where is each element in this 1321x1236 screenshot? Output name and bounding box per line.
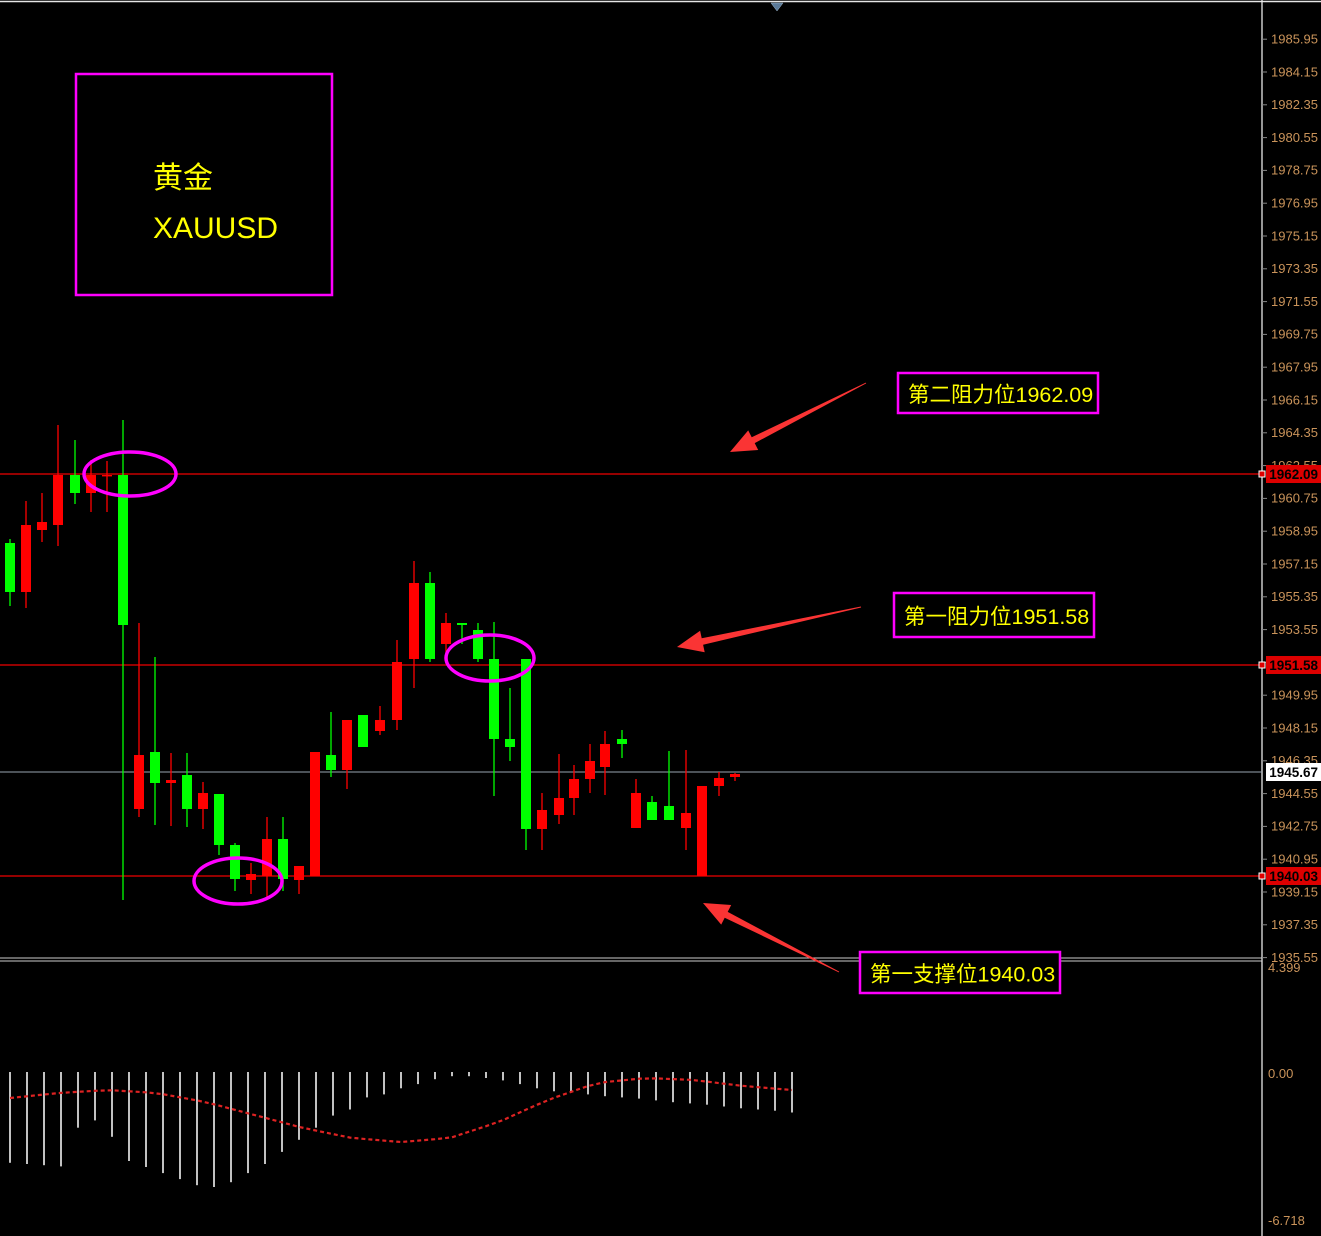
- svg-text:1966.15: 1966.15: [1271, 392, 1318, 407]
- svg-text:第二阻力位1962.09: 第二阻力位1962.09: [908, 383, 1093, 407]
- svg-text:1982.35: 1982.35: [1271, 97, 1318, 112]
- svg-text:1942.75: 1942.75: [1271, 819, 1318, 834]
- svg-text:1937.35: 1937.35: [1271, 917, 1318, 932]
- svg-text:1944.55: 1944.55: [1271, 786, 1318, 801]
- svg-text:1985.95: 1985.95: [1271, 32, 1318, 47]
- svg-text:1948.15: 1948.15: [1271, 720, 1318, 735]
- svg-text:1958.95: 1958.95: [1271, 524, 1318, 539]
- svg-text:1980.55: 1980.55: [1271, 130, 1318, 145]
- svg-text:1957.15: 1957.15: [1271, 556, 1318, 571]
- svg-text:4.399: 4.399: [1268, 960, 1301, 975]
- svg-text:1953.55: 1953.55: [1271, 622, 1318, 637]
- svg-text:1951.58: 1951.58: [1269, 658, 1318, 673]
- svg-text:1964.35: 1964.35: [1271, 425, 1318, 440]
- svg-text:1949.95: 1949.95: [1271, 688, 1318, 703]
- svg-text:1984.15: 1984.15: [1271, 64, 1318, 79]
- svg-text:1955.35: 1955.35: [1271, 589, 1318, 604]
- svg-text:1940.95: 1940.95: [1271, 852, 1318, 867]
- svg-text:1940.03: 1940.03: [1269, 869, 1318, 884]
- svg-text:第一阻力位1951.58: 第一阻力位1951.58: [904, 605, 1089, 629]
- svg-text:1960.75: 1960.75: [1271, 491, 1318, 506]
- svg-text:1971.55: 1971.55: [1271, 294, 1318, 309]
- svg-text:XAUUSD: XAUUSD: [153, 212, 278, 245]
- svg-text:1978.75: 1978.75: [1271, 163, 1318, 178]
- svg-text:1945.67: 1945.67: [1269, 765, 1318, 780]
- svg-text:1975.15: 1975.15: [1271, 228, 1318, 243]
- svg-text:1976.95: 1976.95: [1271, 196, 1318, 211]
- svg-text:1969.75: 1969.75: [1271, 327, 1318, 342]
- svg-text:黄金: 黄金: [153, 162, 213, 195]
- svg-text:1967.95: 1967.95: [1271, 360, 1318, 375]
- svg-text:0.00: 0.00: [1268, 1066, 1293, 1081]
- svg-text:-6.718: -6.718: [1268, 1213, 1305, 1228]
- svg-text:1939.15: 1939.15: [1271, 884, 1318, 899]
- svg-text:第一支撑位1940.03: 第一支撑位1940.03: [870, 963, 1055, 987]
- svg-text:1973.35: 1973.35: [1271, 261, 1318, 276]
- svg-text:1962.09: 1962.09: [1269, 467, 1318, 482]
